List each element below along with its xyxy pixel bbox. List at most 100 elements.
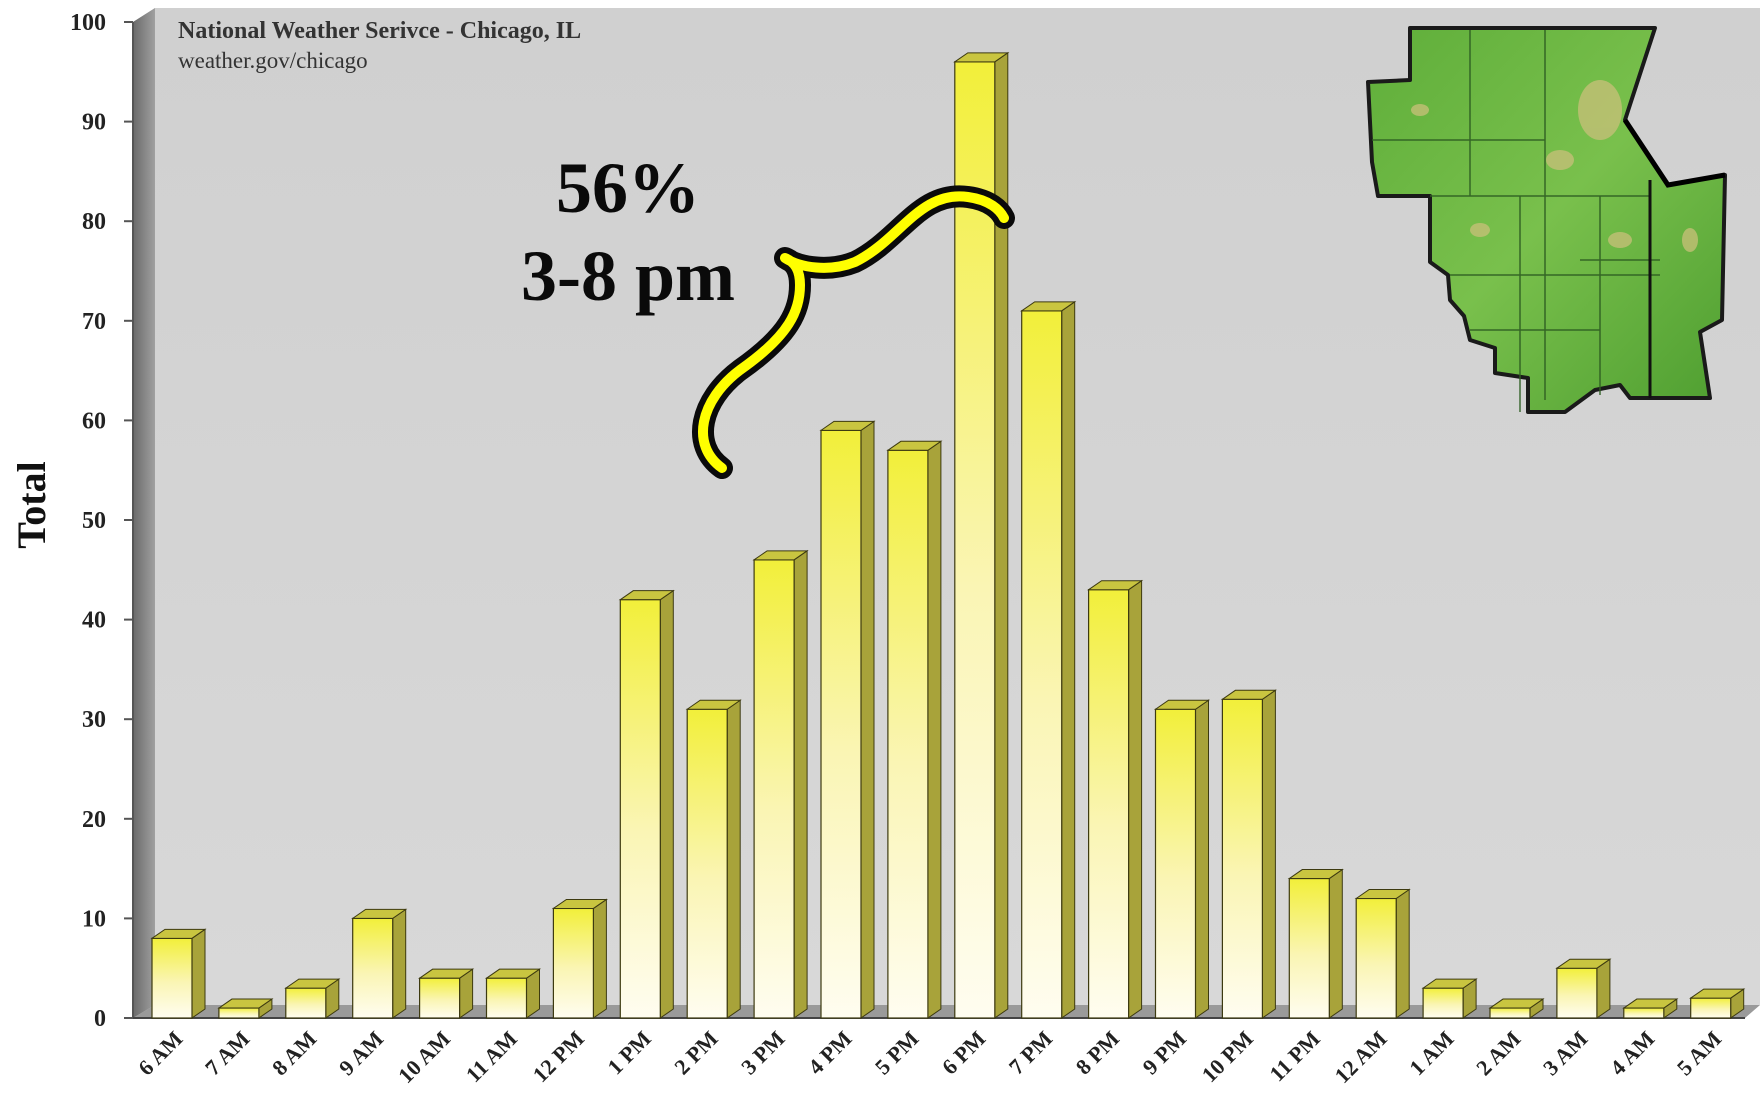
bar-front-face: [1489, 1007, 1531, 1019]
bar-2-am: [1488, 998, 1545, 1019]
bar-top-face: [618, 590, 675, 601]
bar-front-face: [419, 977, 461, 1019]
bar-top-face: [1086, 580, 1144, 591]
bar-5-am: [1689, 988, 1746, 1019]
bar-9-am: [351, 908, 408, 1019]
bar-front-face: [1021, 310, 1063, 1019]
bar-top-face: [484, 968, 542, 979]
bar-7-am: [217, 998, 274, 1019]
annotation-time-range: 3-8 pm: [521, 236, 735, 316]
x-tick-label: 4 AM: [1605, 1026, 1660, 1081]
x-tick-label: 11 AM: [461, 1026, 522, 1087]
bar-series: [150, 51, 1746, 1019]
bar-side-face: [392, 908, 407, 1019]
x-axis-tick-labels: 6 AM 7 AM 8 AM 9 AM 10 AM 11 AM 12 PM 1 PM 2 PM 3…: [133, 1026, 1726, 1088]
x-tick-label: 9 PM: [1138, 1026, 1192, 1080]
bar-top-face: [1220, 689, 1278, 700]
x-tick-label: 5 AM: [1672, 1026, 1727, 1081]
bar-11-am: [484, 968, 542, 1019]
bar-top-face: [150, 928, 207, 939]
x-tick-label: 12 AM: [1330, 1026, 1392, 1088]
x-tick-label: 6 AM: [133, 1026, 188, 1081]
bar-front-face: [1221, 698, 1264, 1019]
bar-front-face: [820, 429, 862, 1019]
bar-front-face: [485, 977, 528, 1019]
y-tick-label: 60: [82, 408, 106, 434]
x-tick-label: 9 AM: [334, 1026, 389, 1081]
y-tick-label: 50: [82, 508, 106, 534]
chart-title: National Weather Serivce - Chicago, IL: [178, 18, 581, 44]
bar-front-face: [352, 917, 394, 1019]
bar-top-face: [752, 550, 809, 561]
bar-10-pm: [1220, 689, 1278, 1019]
bar-side-face: [1328, 868, 1343, 1019]
x-tick-label: 10 AM: [393, 1026, 455, 1088]
bar-side-face: [659, 589, 674, 1019]
x-tick-label: 5 PM: [870, 1026, 924, 1080]
bar-top-face: [1153, 699, 1211, 710]
bar-top-face: [1287, 869, 1344, 880]
bar-top-face: [1488, 998, 1545, 1009]
bar-front-face: [1355, 897, 1397, 1019]
bar-6-pm: [953, 51, 1010, 1019]
bar-front-face: [285, 987, 327, 1019]
x-tick-label: 2 PM: [669, 1026, 723, 1080]
bar-top-face: [1354, 888, 1411, 899]
bar-side-face: [592, 898, 607, 1019]
x-tick-label: 4 PM: [803, 1026, 857, 1080]
bar-top-face: [1689, 988, 1746, 999]
x-tick-label: 3 AM: [1538, 1026, 1593, 1081]
bar-1-am: [1421, 978, 1478, 1019]
bar-top-face: [886, 440, 943, 451]
bar-top-face: [819, 420, 876, 431]
bar-side-face: [1128, 579, 1143, 1019]
y-axis-ticks: 0 10 20 30 40 50 60 70 80 90 100: [70, 10, 133, 1032]
y-axis-label: Total: [9, 461, 54, 548]
bar-front-face: [218, 1007, 260, 1019]
bar-front-face: [686, 708, 728, 1019]
plot-background: [133, 8, 1760, 1018]
bar-front-face: [619, 599, 661, 1019]
bar-7-pm: [1020, 300, 1077, 1019]
bar-top-face: [551, 898, 609, 909]
bar-side-face: [726, 699, 741, 1019]
bar-front-face: [1690, 997, 1732, 1019]
y-tick-label: 70: [82, 309, 106, 335]
bar-front-face: [552, 907, 595, 1019]
bar-top-face: [1622, 998, 1679, 1009]
bar-12-pm: [551, 898, 609, 1019]
x-tick-label: 7 AM: [200, 1026, 255, 1081]
bar-10-am: [417, 968, 475, 1019]
x-tick-label: 1 PM: [602, 1026, 656, 1080]
bar-top-face: [284, 978, 341, 989]
bar-9-pm: [1153, 699, 1211, 1019]
bar-top-face: [351, 908, 408, 919]
bar-side-face: [1195, 699, 1209, 1019]
y-tick-label: 0: [94, 1006, 106, 1032]
bar-top-face: [953, 52, 1010, 63]
y-tick-label: 10: [82, 906, 106, 932]
x-tick-label: 12 PM: [528, 1026, 589, 1087]
bar-side-face: [793, 549, 808, 1019]
bar-front-face: [1087, 589, 1130, 1019]
bar-2-pm: [685, 699, 742, 1019]
bar-11-pm: [1287, 868, 1344, 1019]
bar-front-face: [1422, 987, 1464, 1019]
y-tick-label: 80: [82, 209, 106, 235]
x-tick-label: 11 PM: [1264, 1026, 1325, 1087]
x-tick-label: 2 AM: [1471, 1026, 1526, 1081]
bar-1-pm: [618, 589, 675, 1019]
bar-4-pm: [819, 420, 876, 1019]
x-tick-label: 7 PM: [1004, 1026, 1058, 1080]
chicago-region-map-image: [1366, 26, 1727, 414]
annotation-brace-highlight: [698, 191, 1009, 473]
bar-front-face: [753, 559, 795, 1019]
plot-left-wall: [133, 8, 155, 1018]
bar-side-face: [1395, 888, 1410, 1019]
y-tick-label: 20: [82, 807, 106, 833]
annotation-percent: 56%: [556, 148, 700, 228]
bar-6-am: [150, 928, 207, 1019]
bar-12-am: [1354, 888, 1411, 1019]
bar-side-face: [860, 420, 875, 1019]
